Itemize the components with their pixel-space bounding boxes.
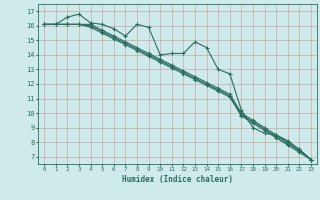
X-axis label: Humidex (Indice chaleur): Humidex (Indice chaleur) [122,175,233,184]
